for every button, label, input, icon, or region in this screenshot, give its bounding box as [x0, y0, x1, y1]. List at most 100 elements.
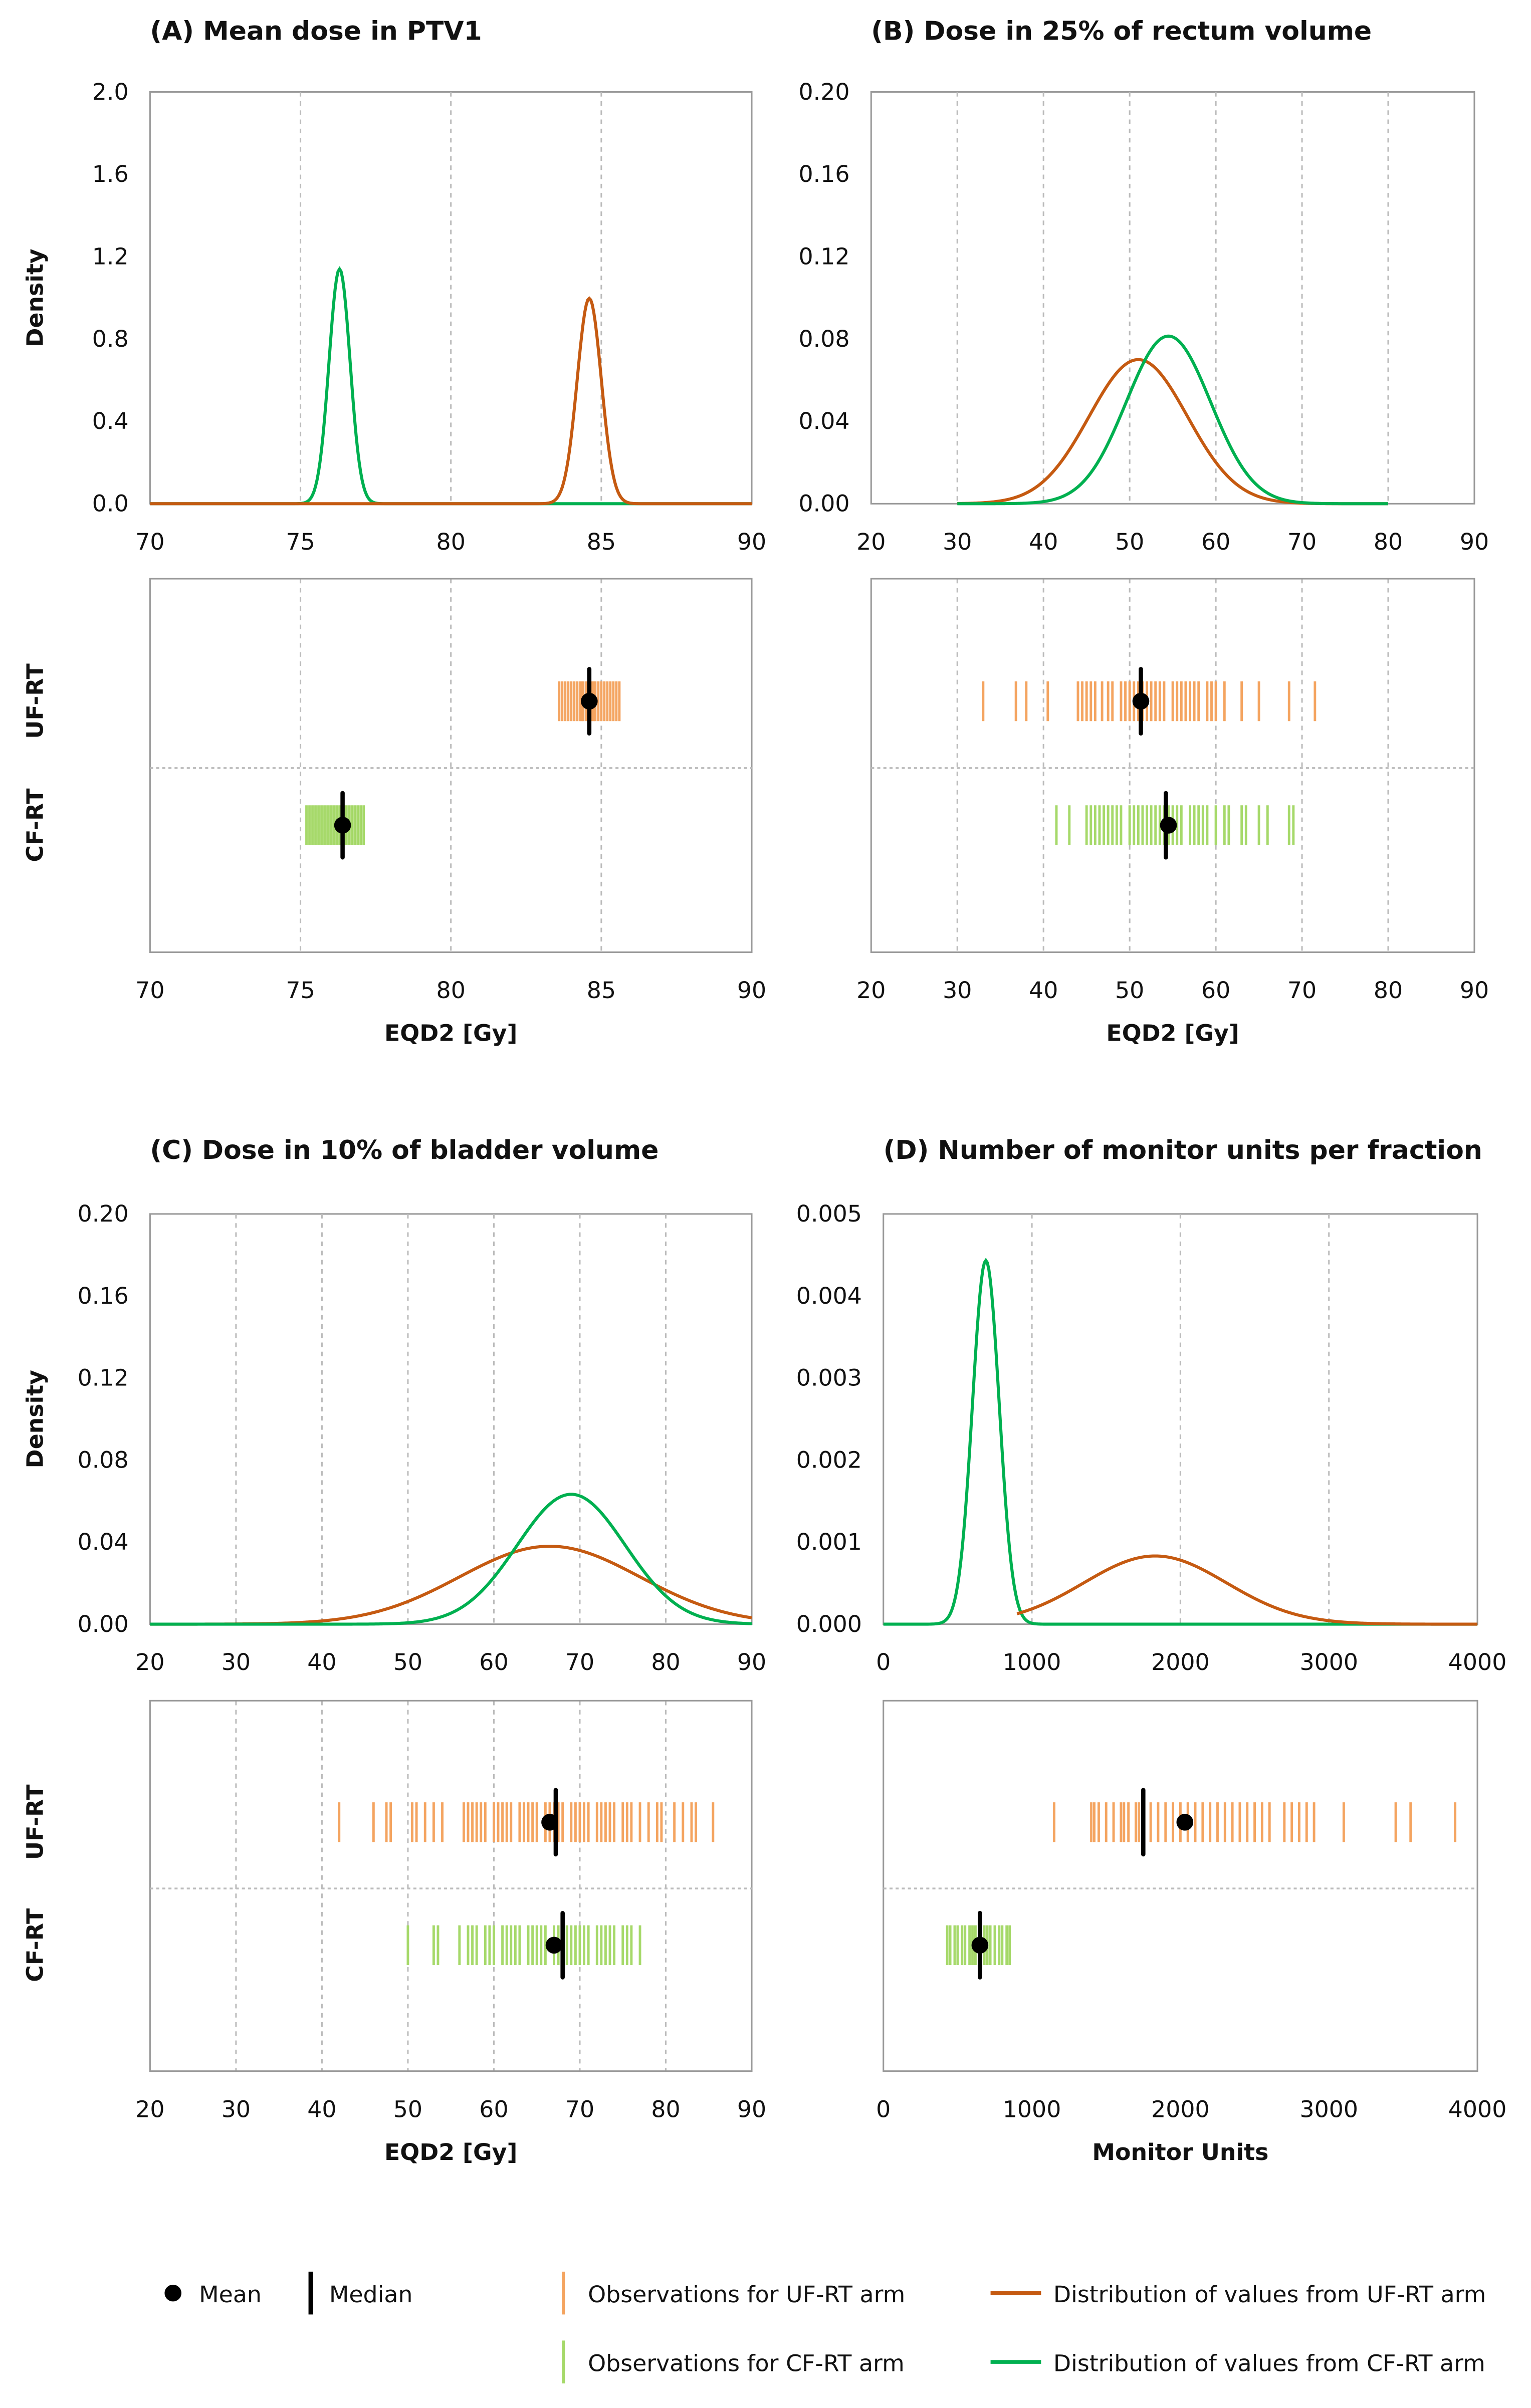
density-plot-frame — [149, 1213, 753, 1625]
density-x-tick-label: 50 — [1115, 528, 1144, 555]
panel-title: (A) Mean dose in PTV1 — [150, 17, 482, 47]
density-x-tick-label: 90 — [737, 1648, 766, 1675]
panel-d: (D) Number of monitor units per fraction… — [796, 1135, 1507, 2165]
strip-x-tick-label: 90 — [1460, 977, 1489, 1004]
panel-b: (B) Dose in 25% of rectum volume 20 20 30 30… — [799, 17, 1489, 1047]
density-x-tick-label: 70 — [135, 528, 164, 555]
mean-marker — [1160, 817, 1177, 834]
strip-x-tick-label: 20 — [135, 2095, 164, 2122]
strip-x-tick-label: 50 — [1115, 977, 1144, 1004]
legend-dist-cf-label: Distribution of values from CF-RT arm — [1053, 2349, 1485, 2376]
density-curve-cf-rt — [957, 334, 1388, 506]
density-y-tick-label: 0.08 — [799, 325, 850, 352]
strip-x-tick-label: 85 — [587, 977, 616, 1004]
density-y-tick-label: 0.00 — [78, 1610, 129, 1637]
density-x-tick-label: 60 — [479, 1648, 508, 1675]
x-axis-label: EQD2 [Gy] — [384, 1020, 517, 1047]
x-axis-label: EQD2 [Gy] — [384, 2138, 517, 2165]
panels: (A) Mean dose in PTV1 70 70 75 75 80 80 85 85 90 9… — [22, 17, 1507, 2165]
mean-marker — [334, 817, 351, 834]
legend-obs-uf-label: Observations for UF-RT arm — [588, 2281, 905, 2308]
density-y-axis-label: Density — [22, 249, 49, 347]
strip-x-tick-label: 60 — [1201, 977, 1230, 1004]
panel-title: (C) Dose in 10% of bladder volume — [150, 1135, 659, 1165]
strip-x-tick-label: 90 — [737, 977, 766, 1004]
density-x-tick-label: 30 — [222, 1648, 251, 1675]
strip-plot-frame — [149, 1700, 753, 2072]
density-x-tick-label: 30 — [943, 528, 972, 555]
density-y-tick-label: 0.12 — [78, 1364, 129, 1391]
panel-title: (B) Dose in 25% of rectum volume — [871, 17, 1372, 47]
density-y-tick-label: 0.00 — [799, 490, 850, 517]
legend: Mean Median Observations for UF-RT arm O… — [164, 2271, 1486, 2383]
strip-x-tick-label: 30 — [943, 977, 972, 1004]
density-y-tick-label: 0.16 — [799, 160, 850, 187]
strip-arm-label-uf-rt: UF-RT — [22, 1785, 49, 1860]
density-x-tick-label: 60 — [1201, 528, 1230, 555]
x-axis-label: Monitor Units — [1092, 2138, 1268, 2165]
mean-marker — [581, 692, 598, 710]
density-y-tick-label: 2.0 — [92, 78, 129, 105]
strip-x-tick-label: 3000 — [1299, 2095, 1358, 2122]
strip-x-tick-label: 70 — [1287, 977, 1317, 1004]
legend-mean-label: Mean — [199, 2281, 262, 2308]
strip-x-tick-label: 40 — [1029, 977, 1058, 1004]
density-y-tick-label: 0.0 — [92, 490, 129, 517]
legend-dist-uf-label: Distribution of values from UF-RT arm — [1053, 2281, 1486, 2308]
strip-x-tick-label: 1000 — [1003, 2095, 1061, 2122]
strip-x-tick-label: 80 — [651, 2095, 680, 2122]
density-y-tick-label: 0.04 — [799, 407, 850, 434]
panel-a: (A) Mean dose in PTV1 70 70 75 75 80 80 85 85 90 9… — [22, 17, 767, 1047]
density-y-tick-label: 0.000 — [796, 1610, 862, 1637]
density-y-axis-label: Density — [22, 1370, 49, 1469]
strip-x-tick-label: 80 — [436, 977, 466, 1004]
panel-c: (C) Dose in 10% of bladder volume 20 20 30 3… — [22, 1135, 767, 2165]
density-x-tick-label: 70 — [565, 1648, 594, 1675]
density-x-tick-label: 20 — [856, 528, 886, 555]
strip-x-tick-label: 90 — [737, 2095, 766, 2122]
density-x-tick-label: 90 — [1460, 528, 1489, 555]
density-x-tick-label: 75 — [286, 528, 315, 555]
density-y-tick-label: 0.4 — [92, 407, 129, 434]
density-y-tick-label: 0.16 — [78, 1282, 129, 1309]
density-y-tick-label: 0.002 — [796, 1446, 862, 1473]
density-y-tick-label: 1.2 — [92, 243, 129, 270]
strip-x-tick-label: 75 — [286, 977, 315, 1004]
density-plot-frame — [870, 91, 1475, 505]
strip-x-tick-label: 50 — [393, 2095, 422, 2122]
density-curve-cf-rt — [150, 1493, 752, 1626]
density-curve-uf-rt — [1016, 1554, 1478, 1626]
strip-plot-frame — [149, 578, 753, 953]
panel-title: (D) Number of monitor units per fraction — [884, 1135, 1482, 1165]
legend-mean-marker — [164, 2284, 182, 2302]
density-y-tick-label: 0.20 — [78, 1200, 129, 1227]
legend-obs-cf-label: Observations for CF-RT arm — [588, 2349, 905, 2376]
mean-marker — [541, 1814, 558, 1831]
density-x-tick-label: 80 — [1374, 528, 1403, 555]
mean-marker — [1132, 692, 1150, 710]
x-axis-label: EQD2 [Gy] — [1106, 1020, 1239, 1047]
strip-arm-label-uf-rt: UF-RT — [22, 663, 49, 739]
strip-x-tick-label: 70 — [565, 2095, 594, 2122]
density-y-tick-label: 0.004 — [796, 1282, 862, 1309]
strip-x-tick-label: 60 — [479, 2095, 508, 2122]
strip-x-tick-label: 2000 — [1151, 2095, 1210, 2122]
density-y-tick-label: 1.6 — [92, 160, 129, 187]
density-curve-uf-rt — [957, 358, 1388, 506]
density-y-tick-label: 0.08 — [78, 1446, 129, 1473]
density-x-tick-label: 90 — [737, 528, 766, 555]
strip-x-tick-label: 0 — [876, 2095, 891, 2122]
density-y-tick-label: 0.003 — [796, 1364, 862, 1391]
density-x-tick-label: 80 — [651, 1648, 680, 1675]
strip-arm-label-cf-rt: CF-RT — [22, 1908, 49, 1982]
density-x-tick-label: 40 — [307, 1648, 336, 1675]
density-y-tick-label: 0.04 — [78, 1528, 129, 1555]
density-y-tick-label: 0.12 — [799, 243, 850, 270]
strip-plot-frame — [883, 1700, 1478, 2072]
density-x-tick-label: 0 — [876, 1648, 891, 1675]
density-y-tick-label: 0.005 — [796, 1200, 862, 1227]
density-x-tick-label: 20 — [135, 1648, 164, 1675]
mean-marker — [1176, 1814, 1194, 1831]
density-x-tick-label: 50 — [393, 1648, 422, 1675]
